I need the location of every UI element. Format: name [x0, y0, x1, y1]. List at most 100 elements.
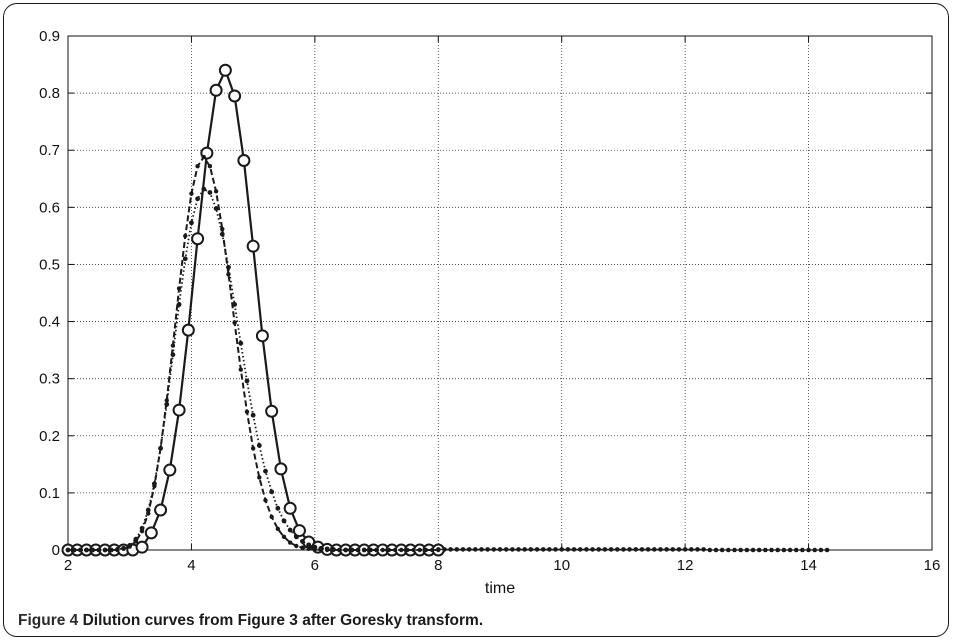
data-point-dot	[337, 548, 342, 553]
data-point-circle	[275, 463, 286, 474]
data-point-dot	[448, 547, 453, 552]
data-point-circle	[266, 406, 277, 417]
data-point-dot	[566, 547, 571, 552]
data-point-dot	[708, 548, 713, 553]
y-tick-label: 0.2	[39, 428, 60, 445]
data-point-dot	[226, 265, 231, 270]
data-point-dot	[356, 548, 361, 553]
series-line	[68, 157, 438, 550]
data-point-dot	[701, 547, 706, 552]
data-point-dot	[695, 547, 700, 552]
data-point-dot	[263, 498, 267, 502]
axis-ticks: 2 4 6 8 10 12 14 16 0 0.1 0.2 0.3 0.4 0.5 0.6 0.7 0.8 0.9	[39, 28, 940, 574]
data-point-dot	[238, 341, 243, 346]
data-point-dot	[479, 547, 484, 552]
data-point-dot	[738, 548, 743, 553]
data-point-dot	[263, 469, 268, 474]
data-point-dot	[683, 547, 688, 552]
data-point-dot	[455, 547, 460, 552]
data-point-dot	[381, 548, 385, 552]
data-point-dot	[467, 547, 472, 552]
data-point-dot	[769, 548, 774, 553]
data-point-dot	[183, 256, 188, 261]
data-point-dot	[158, 446, 163, 451]
data-point-circle	[229, 90, 240, 101]
data-point-dot	[609, 547, 614, 552]
data-point-circle	[257, 330, 268, 341]
data-point-dot	[473, 547, 478, 552]
data-point-dot	[66, 548, 71, 553]
data-point-dot	[578, 547, 583, 552]
data-point-dot	[794, 548, 799, 553]
y-tick-label: 0.1	[39, 485, 60, 502]
data-point-dot	[646, 547, 651, 552]
y-tick-label: 0.9	[39, 28, 60, 45]
series-line	[68, 70, 438, 550]
data-point-dot	[763, 548, 768, 553]
data-point-dot	[362, 548, 367, 553]
data-point-circle	[155, 505, 166, 516]
data-point-dot	[257, 475, 261, 479]
data-point-circle	[294, 525, 305, 536]
data-point-dot	[825, 548, 830, 553]
data-point-dot	[84, 548, 89, 553]
x-tick-label: 2	[64, 557, 72, 574]
y-tick-label: 0.4	[39, 314, 60, 331]
data-point-dot	[164, 402, 169, 407]
data-point-circle	[192, 233, 203, 244]
x-tick-label: 6	[311, 557, 319, 574]
data-point-dot	[306, 547, 310, 551]
data-point-dot	[220, 232, 225, 237]
x-tick-label: 16	[924, 557, 941, 574]
data-point-dot	[171, 352, 176, 357]
data-point-dot	[189, 220, 194, 225]
data-point-dot	[516, 547, 521, 552]
x-axis-label: time	[485, 580, 515, 597]
data-point-dot	[775, 548, 780, 553]
data-point-dot	[189, 191, 193, 195]
data-point-dot	[714, 548, 719, 553]
data-point-dot	[559, 547, 564, 552]
data-point-dot	[689, 547, 694, 552]
data-point-dot	[275, 506, 280, 511]
data-point-dot	[214, 189, 218, 193]
data-point-circle	[146, 527, 157, 538]
data-point-circle	[211, 85, 222, 96]
data-point-dot	[115, 547, 120, 552]
data-point-dot	[269, 515, 273, 519]
data-point-dot	[294, 534, 299, 539]
data-point-dot	[325, 546, 330, 551]
data-point-dot	[498, 547, 503, 552]
grid-lines	[68, 36, 932, 550]
series-1	[63, 65, 444, 556]
data-point-dot	[411, 548, 415, 552]
data-point-dot	[374, 548, 379, 553]
data-point-dot	[195, 164, 199, 168]
data-point-circle	[285, 503, 296, 514]
data-point-circle	[248, 241, 259, 252]
series-line	[438, 549, 827, 550]
data-point-dot	[387, 548, 391, 552]
data-point-circle	[137, 542, 148, 553]
data-point-dot	[633, 547, 638, 552]
data-point-dot	[78, 548, 83, 553]
data-point-dot	[572, 547, 577, 552]
data-point-dot	[590, 547, 595, 552]
data-point-dot	[553, 547, 558, 552]
data-point-circle	[174, 405, 185, 416]
data-point-dot	[300, 539, 305, 544]
x-tick-label: 8	[434, 557, 442, 574]
data-point-dot	[664, 547, 669, 552]
data-point-dot	[331, 547, 336, 552]
data-point-dot	[757, 548, 762, 553]
x-tick-label: 10	[553, 557, 570, 574]
data-point-dot	[245, 410, 249, 414]
data-point-dot	[658, 547, 663, 552]
data-point-dot	[485, 547, 490, 552]
data-point-dot	[492, 547, 497, 552]
data-point-dot	[671, 547, 676, 552]
data-point-dot	[103, 548, 108, 553]
data-point-dot	[269, 489, 274, 494]
plot-area-border	[68, 36, 932, 550]
x-tick-label: 4	[187, 557, 195, 574]
